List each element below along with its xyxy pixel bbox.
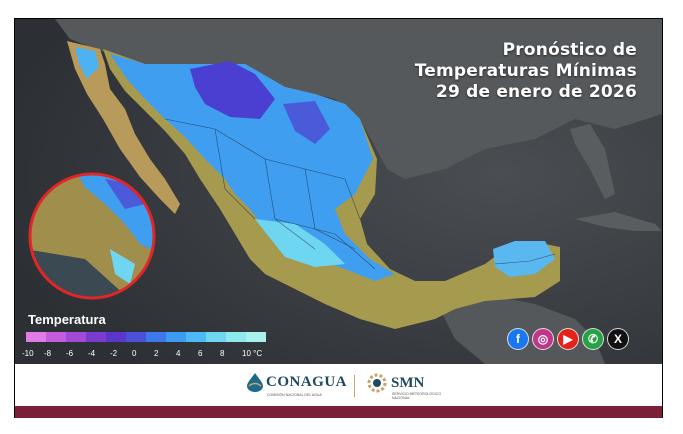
legend-swatch [206, 332, 226, 342]
legend-title: Temperatura [28, 312, 106, 327]
legend-tick-label: 6 [198, 349, 203, 358]
legend-swatch [126, 332, 146, 342]
legend-tick-label: 0 [132, 349, 137, 358]
florida [570, 124, 615, 199]
map-title: Pronóstico de Temperaturas Mínimas 29 de… [415, 40, 637, 103]
legend-swatch [66, 332, 86, 342]
legend-swatch [86, 332, 106, 342]
conagua-drop-icon [247, 373, 263, 392]
legend-color-bar [26, 332, 266, 342]
logo-separator [354, 375, 355, 397]
conagua-name: CONAGUA [266, 373, 347, 390]
youtube-icon[interactable]: ▶ [558, 329, 578, 349]
legend-tick-label: 2 [154, 349, 159, 358]
smn-gear-icon [367, 373, 387, 393]
facebook-icon[interactable]: f [508, 329, 528, 349]
legend-tick-label: 10 °C [242, 349, 263, 358]
title-line2: Temperaturas Mínimas [414, 61, 637, 81]
legend-swatch [166, 332, 186, 342]
cuba [575, 212, 662, 231]
usa-landmass [55, 19, 662, 179]
legend-tick-label: -8 [44, 349, 52, 358]
legend-tick-label: 4 [176, 349, 181, 358]
zoom-inset [30, 174, 154, 298]
cold-core-east [283, 101, 330, 144]
smn-subtitle: SERVICIO METEOROLÓGICO NACIONAL [392, 392, 441, 400]
temperature-map [15, 19, 662, 364]
footer-color-bar [15, 406, 662, 418]
x-icon[interactable]: X [608, 329, 628, 349]
title-line3: 29 de enero de 2026 [435, 82, 637, 102]
legend-swatch [106, 332, 126, 342]
legend-swatch [226, 332, 246, 342]
conagua-subtitle: COMISIÓN NACIONAL DEL AGUA [267, 393, 322, 397]
legend-swatch [26, 332, 46, 342]
legend-tick-label: -6 [66, 349, 74, 358]
coldest-core [190, 61, 275, 119]
legend-ticks: -10 -8 -6 -4 -2 0 2 4 6 8 10 °C [22, 349, 292, 361]
smn-logo: SMN SERVICIO METEOROLÓGICO NACIONAL [366, 372, 441, 400]
legend-tick-label: -10 [22, 349, 34, 358]
yucatan-cold-patch [493, 241, 555, 277]
legend-swatch [186, 332, 206, 342]
temperature-legend: Temperatura -10 -8 -6 -4 -2 0 2 4 6 8 10 °C [20, 312, 290, 358]
baja-california [67, 41, 180, 214]
title-line1: Pronóstico de [502, 40, 637, 60]
zoom-circle-border [28, 172, 156, 300]
state-borders [164, 118, 556, 270]
legend-tick-label: -4 [88, 349, 96, 358]
legend-tick-label: 8 [220, 349, 225, 358]
legend-swatch [146, 332, 166, 342]
cold-region-north [110, 54, 395, 281]
legend-swatch [46, 332, 66, 342]
footer [15, 364, 662, 406]
social-icons: f ◎ ▶ ✆ X [508, 329, 628, 349]
smn-name: SMN [391, 374, 425, 391]
baja-cold-zone [75, 47, 99, 79]
legend-tick-label: -2 [110, 349, 118, 358]
conagua-logo: CONAGUA COMISIÓN NACIONAL DEL AGUA [244, 372, 347, 397]
legend-swatch [246, 332, 266, 342]
whatsapp-icon[interactable]: ✆ [583, 329, 603, 349]
cold-fringe [255, 219, 345, 267]
instagram-icon[interactable]: ◎ [533, 329, 553, 349]
